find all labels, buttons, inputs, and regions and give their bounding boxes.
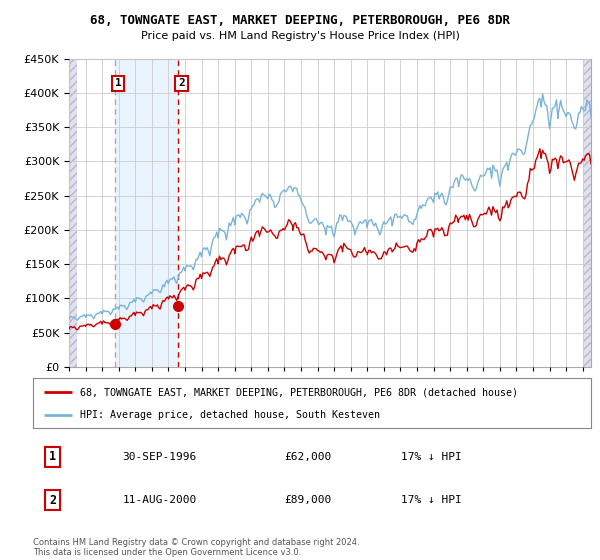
Text: 1: 1 bbox=[49, 450, 56, 463]
Text: HPI: Average price, detached house, South Kesteven: HPI: Average price, detached house, Sout… bbox=[80, 410, 380, 421]
Text: 68, TOWNGATE EAST, MARKET DEEPING, PETERBOROUGH, PE6 8DR (detached house): 68, TOWNGATE EAST, MARKET DEEPING, PETER… bbox=[80, 387, 518, 397]
Text: 17% ↓ HPI: 17% ↓ HPI bbox=[401, 452, 462, 462]
Bar bbox=[69, 59, 77, 367]
Text: 1: 1 bbox=[115, 78, 121, 88]
Text: 2: 2 bbox=[49, 494, 56, 507]
Bar bbox=[583, 59, 591, 367]
Text: 17% ↓ HPI: 17% ↓ HPI bbox=[401, 495, 462, 505]
Text: 11-AUG-2000: 11-AUG-2000 bbox=[122, 495, 197, 505]
Text: 2: 2 bbox=[178, 78, 185, 88]
Text: £62,000: £62,000 bbox=[284, 452, 331, 462]
Text: 68, TOWNGATE EAST, MARKET DEEPING, PETERBOROUGH, PE6 8DR: 68, TOWNGATE EAST, MARKET DEEPING, PETER… bbox=[90, 14, 510, 27]
Text: £89,000: £89,000 bbox=[284, 495, 331, 505]
Text: Price paid vs. HM Land Registry's House Price Index (HPI): Price paid vs. HM Land Registry's House … bbox=[140, 31, 460, 41]
Bar bbox=[115, 59, 178, 367]
Text: 30-SEP-1996: 30-SEP-1996 bbox=[122, 452, 197, 462]
Text: Contains HM Land Registry data © Crown copyright and database right 2024.
This d: Contains HM Land Registry data © Crown c… bbox=[33, 538, 359, 557]
